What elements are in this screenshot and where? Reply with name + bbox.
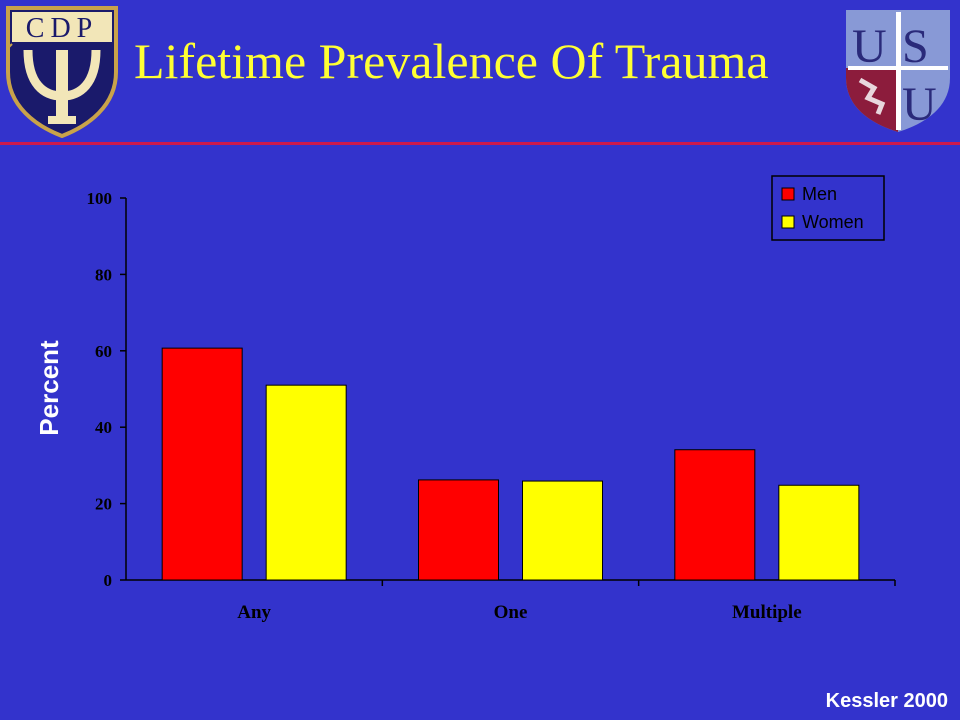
slide-title: Lifetime Prevalence Of Trauma (134, 33, 769, 89)
y-tick-label: 100 (87, 189, 113, 208)
svg-text:S: S (902, 20, 929, 73)
y-tick-label: 0 (104, 571, 113, 590)
y-tick-label: 20 (95, 495, 112, 514)
svg-text:CDP: CDP (26, 13, 98, 44)
x-tick-label: One (494, 602, 528, 623)
bar-women-multiple (778, 484, 860, 581)
source-citation: Kessler 2000 (825, 690, 948, 712)
legend-swatch-women (781, 215, 795, 229)
bar-men-any (161, 347, 243, 581)
svg-text:U: U (902, 78, 937, 131)
legend-label-women: Women (802, 212, 864, 232)
bar-women-one (522, 480, 603, 581)
x-tick-label: Any (237, 602, 271, 623)
bar-women-any (265, 384, 347, 581)
legend-swatch-men (781, 187, 795, 201)
usu-logo: U S U (846, 10, 950, 132)
y-tick-label: 60 (95, 342, 112, 361)
y-tick-label: 80 (95, 265, 112, 284)
bar-men-multiple (674, 449, 756, 581)
legend-label-men: Men (802, 184, 837, 204)
legend-box (771, 175, 885, 241)
bar-men-one (418, 479, 499, 581)
svg-text:U: U (852, 20, 887, 73)
title-rule (0, 142, 960, 145)
y-tick-label: 40 (95, 418, 112, 437)
y-axis-title: Percent (34, 340, 64, 436)
cdp-logo: CDP (6, 6, 118, 138)
x-tick-label: Multiple (732, 602, 802, 623)
